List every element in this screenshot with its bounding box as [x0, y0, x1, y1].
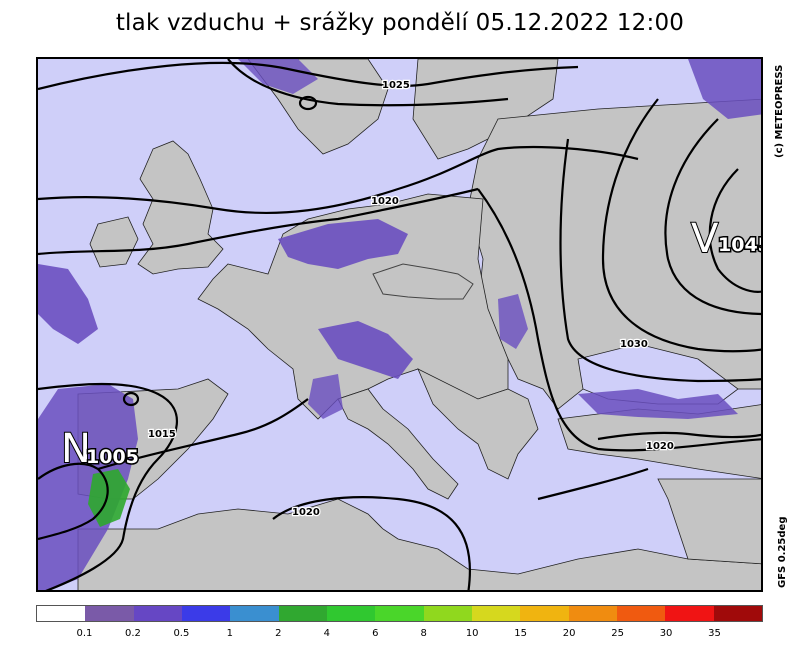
isobar-line: [537, 467, 649, 501]
isobar-line: [298, 95, 318, 111]
isobar-line: [122, 391, 140, 407]
colorbar-segment: [230, 606, 279, 621]
isobar-line: [38, 61, 579, 91]
isobar-label: 1025: [382, 80, 410, 91]
isobar-line: [38, 382, 178, 590]
pressure-center-letter: N: [61, 426, 91, 472]
colorbar-tick-label: 0.2: [124, 628, 141, 639]
colorbar-tick-label: 6: [372, 628, 379, 639]
precip-area: [318, 321, 413, 379]
colorbar-segment: [568, 606, 617, 621]
colorbar-tick-label: 30: [659, 628, 673, 639]
model-label: GFS 0.25deg: [777, 516, 788, 589]
isobar-line: [559, 138, 761, 383]
colorbar-tick-label: 10: [465, 628, 479, 639]
colorbar-segment: [326, 606, 376, 621]
pressure-center-value: 1045: [718, 234, 763, 256]
colorbar-tick-label: 35: [708, 628, 721, 639]
land-north-africa: [77, 498, 761, 590]
land-middle-east: [657, 478, 761, 565]
colorbar-tick-label: 20: [562, 628, 576, 639]
colorbar-tick-label: 0.5: [173, 628, 190, 639]
isobar-line: [38, 187, 479, 256]
land-italy: [337, 388, 459, 500]
precip-area: [238, 59, 318, 94]
czech-border: [372, 263, 474, 300]
pressure-center-high: V 1045: [690, 215, 763, 263]
precip-area: [278, 219, 408, 269]
map-canvas: 1025 1020 1015 1030 1020 1020 V 1045 N 1…: [38, 59, 763, 590]
isobar-line: [227, 59, 509, 107]
land-layer: [77, 59, 761, 590]
colorbar-tick-label: 8: [420, 628, 427, 639]
colorbar-tick-label: 2: [275, 628, 282, 639]
colorbar-segment: [278, 606, 327, 621]
isobar-line: [38, 145, 639, 215]
weather-map: 1025 1020 1015 1030 1020 1020 V 1045 N 1…: [36, 57, 763, 592]
colorbar-segment: [665, 606, 714, 621]
isobar-line: [708, 168, 761, 293]
isobar-line: [272, 496, 471, 590]
colorbar-segment: [520, 606, 569, 621]
isobar-line: [97, 398, 309, 471]
pressure-center-value: 1005: [86, 446, 139, 468]
isobar-label: 1020: [646, 441, 674, 452]
colorbar-segment: [133, 606, 182, 621]
isobar-line: [597, 431, 761, 441]
colorbar-tick-label: 15: [514, 628, 528, 639]
isobar-label: 1030: [620, 339, 648, 350]
colorbar-segment: [375, 606, 424, 621]
precip-area: [308, 374, 343, 419]
precip-area: [498, 294, 528, 349]
precip-area: [688, 59, 761, 119]
precip-area: [38, 384, 138, 590]
isobar-line: [601, 98, 761, 353]
colorbar-segment: [85, 606, 134, 621]
isobar-label: 1020: [292, 507, 320, 518]
isobar-label: 1020: [371, 196, 399, 207]
colorbar-segment: [471, 606, 521, 621]
map-title: tlak vzduchu + srážky pondělí 05.12.2022…: [115, 10, 685, 36]
colorbar-tick-label: 1: [226, 628, 234, 639]
precip-area: [578, 389, 738, 419]
land-balkans: [417, 368, 539, 480]
colorbar-segment: [423, 606, 472, 621]
precip-area: [38, 264, 98, 344]
colorbar-segment: [713, 606, 762, 621]
pressure-center-letter: V: [691, 216, 719, 262]
precipitation-layer: [38, 59, 761, 590]
isobar-labels: 1025 1020 1015 1030 1020 1020: [147, 79, 675, 520]
land-ireland: [89, 216, 139, 268]
isobar-line: [664, 118, 761, 315]
colorbar-segment: [616, 606, 666, 621]
colorbar-tick-label: 0.1: [76, 628, 93, 639]
isobar-layer: [38, 59, 761, 590]
land-eastern-europe: [467, 98, 761, 410]
precipitation-colorbar: [36, 605, 763, 622]
colorbar-tick-label: 25: [611, 628, 624, 639]
colorbar-segment: [181, 606, 231, 621]
colorbar-tick-label: 4: [323, 628, 330, 639]
copyright-label: (c) METEOPRESS: [774, 64, 785, 158]
colorbar-segment: [37, 606, 86, 621]
isobar-label: 1015: [148, 429, 176, 440]
pressure-center-low: N 1005: [60, 425, 140, 473]
isobar-line: [477, 188, 761, 452]
isobar-line: [38, 462, 109, 541]
